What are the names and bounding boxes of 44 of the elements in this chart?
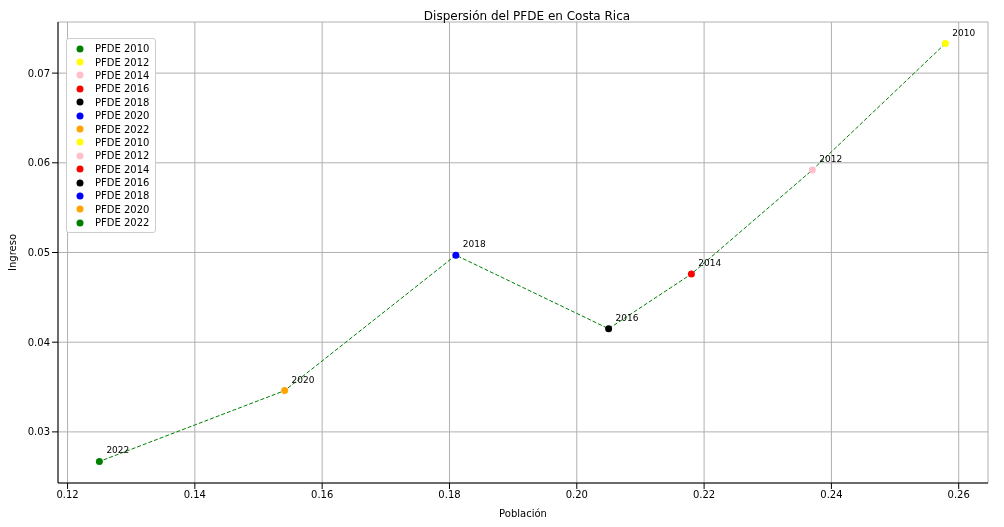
y-tick-label: 0.04 <box>27 336 50 348</box>
legend-label: PFDE 2014 <box>95 163 150 175</box>
annotation: 2012 <box>819 153 843 164</box>
annotation: 2018 <box>462 239 487 250</box>
x-tick-label: 0.24 <box>820 489 843 501</box>
point <box>941 40 949 48</box>
legend-label: PFDE 2020 <box>95 110 150 122</box>
legend-label: PFDE 2014 <box>95 69 150 81</box>
legend-label: PFDE 2020 <box>95 203 150 215</box>
x-tick-label: 0.20 <box>565 489 588 501</box>
annotation: 2016 <box>615 312 639 323</box>
annotation: 2010 <box>952 27 976 38</box>
x-tick-label: 0.12 <box>56 489 79 501</box>
legend-label: PFDE 2010 <box>95 43 150 55</box>
annotation: 2020 <box>291 374 315 385</box>
x-tick-label: 0.14 <box>183 489 206 501</box>
point <box>95 457 103 465</box>
point <box>687 270 695 278</box>
chart-title: Dispersión del PFDE en Costa Rica <box>423 9 631 23</box>
legend-label: PFDE 2010 <box>95 136 150 148</box>
x-tick-label: 0.16 <box>311 489 334 501</box>
point <box>605 325 613 333</box>
point <box>452 251 460 259</box>
legend-label: PFDE 2022 <box>95 123 150 135</box>
y-tick-label: 0.03 <box>27 426 50 438</box>
y-tick-label: 0.07 <box>27 67 50 79</box>
x-axis-title: Población <box>499 508 547 519</box>
legend-label: PFDE 2016 <box>95 177 150 189</box>
x-tick-label: 0.22 <box>692 489 716 501</box>
legend-label: PFDE 2012 <box>95 150 150 162</box>
legend-label: PFDE 2012 <box>95 56 150 68</box>
y-axis-title: Ingreso <box>6 233 18 272</box>
point <box>281 387 289 395</box>
x-tick-label: 0.26 <box>947 489 970 501</box>
point <box>808 166 816 174</box>
legend-label: PFDE 2022 <box>95 217 150 229</box>
annotation: 2022 <box>106 445 130 456</box>
annotation: 2014 <box>698 258 722 269</box>
legend-label: PFDE 2016 <box>95 83 150 95</box>
legend-label: PFDE 2018 <box>95 190 150 202</box>
x-tick-label: 0.18 <box>438 489 461 501</box>
y-tick-label: 0.05 <box>27 247 50 259</box>
y-tick-label: 0.06 <box>27 157 50 169</box>
legend-label: PFDE 2018 <box>95 96 150 108</box>
